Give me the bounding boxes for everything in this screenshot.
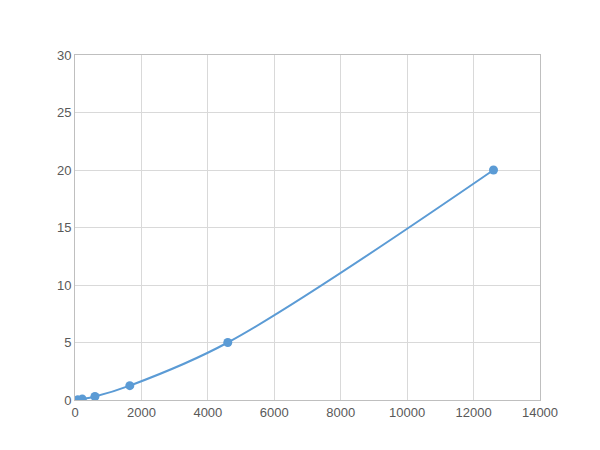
svg-text:12000: 12000 bbox=[455, 405, 491, 420]
svg-text:0: 0 bbox=[71, 405, 78, 420]
svg-text:2000: 2000 bbox=[127, 405, 156, 420]
svg-text:6000: 6000 bbox=[260, 405, 289, 420]
svg-text:8000: 8000 bbox=[326, 405, 355, 420]
svg-text:10000: 10000 bbox=[389, 405, 425, 420]
svg-text:5: 5 bbox=[64, 335, 71, 350]
svg-text:15: 15 bbox=[57, 220, 71, 235]
svg-text:10: 10 bbox=[57, 278, 71, 293]
svg-text:4000: 4000 bbox=[193, 405, 222, 420]
svg-text:14000: 14000 bbox=[522, 405, 558, 420]
svg-text:0: 0 bbox=[64, 393, 71, 408]
svg-text:30: 30 bbox=[57, 48, 71, 63]
svg-text:25: 25 bbox=[57, 105, 71, 120]
svg-text:20: 20 bbox=[57, 163, 71, 178]
